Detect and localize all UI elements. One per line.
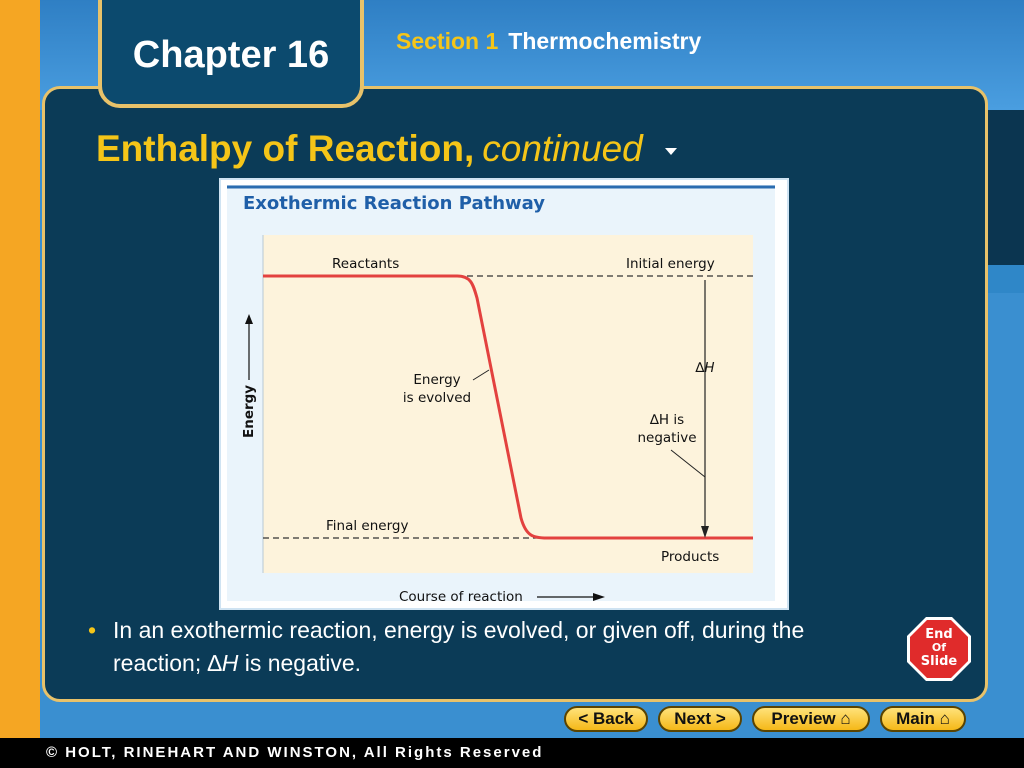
delta-h-label: ∆H (694, 360, 714, 376)
right-accent-band (988, 110, 1024, 265)
section-label: Section 1 (396, 28, 499, 54)
initial-energy-label: Initial energy (626, 256, 715, 272)
end-of-slide-button[interactable]: End Of Slide (906, 616, 972, 682)
reactants-label: Reactants (332, 256, 399, 272)
products-label: Products (661, 549, 719, 565)
delta-symbol: ∆ (207, 650, 222, 676)
energy-evolved-leader (472, 369, 490, 381)
end-slide-line3: Slide (921, 654, 958, 669)
enthalpy-symbol: H (221, 650, 239, 676)
chapter-tab: Chapter 16 (98, 0, 364, 108)
final-energy-label: Final energy (326, 518, 408, 534)
next-button-label: Next > (674, 709, 726, 728)
bullet-point: • In an exothermic reaction, energy is e… (88, 614, 848, 680)
bullet-text-prefix: In an exothermic reaction, energy is evo… (113, 617, 805, 676)
end-slide-line1: End (925, 627, 952, 642)
delta-h-negative-label-line1: ∆H is (649, 412, 684, 428)
delta-h-arrow-head (701, 526, 709, 538)
footer-bar: © HOLT, RINEHART AND WINSTON, All Rights… (0, 738, 1024, 768)
main-button-label: Main (896, 709, 935, 728)
plot-area (263, 235, 753, 573)
energy-diagram: Exothermic Reaction Pathway Reactants In… (227, 185, 775, 605)
figure-title: Exothermic Reaction Pathway (243, 193, 545, 214)
slide-title-continued: continued (482, 128, 643, 169)
home-icon: ⌂ (939, 709, 950, 728)
preview-button-label: Preview (771, 709, 836, 728)
end-slide-line2: Of (932, 641, 946, 654)
chapter-label: Chapter 16 (132, 34, 330, 76)
home-icon: ⌂ (840, 709, 851, 728)
energy-evolved-label-line1: Energy (413, 372, 460, 388)
section-topic: Thermochemistry (508, 28, 702, 54)
energy-axis-label: Energy (241, 385, 257, 438)
slide-title: Enthalpy of Reaction, continued (96, 128, 677, 170)
section-heading: Section 1 Thermochemistry (396, 28, 701, 55)
left-accent-stripe (0, 0, 40, 738)
dropdown-caret-icon[interactable] (664, 147, 677, 155)
bullet-text: In an exothermic reaction, energy is evo… (113, 614, 848, 680)
reaction-pathway-curve (263, 274, 753, 540)
preview-button[interactable]: Preview ⌂ (752, 706, 870, 732)
course-of-reaction-label: Course of reaction (399, 589, 523, 605)
course-axis-arrow-head (593, 593, 605, 601)
slide-title-main: Enthalpy of Reaction, (96, 128, 475, 169)
copyright-text: © HOLT, RINEHART AND WINSTON, All Rights… (46, 744, 544, 761)
stop-sign-icon (910, 620, 968, 678)
main-button[interactable]: Main ⌂ (880, 706, 966, 732)
bullet-icon: • (88, 617, 97, 643)
energy-axis-arrow-head (245, 314, 253, 324)
bullet-text-suffix: is negative. (238, 650, 362, 676)
back-button-label: < Back (578, 709, 634, 728)
energy-evolved-label-line2: is evolved (403, 390, 471, 406)
next-button[interactable]: Next > (658, 706, 742, 732)
delta-h-negative-leader (670, 449, 706, 478)
back-button[interactable]: < Back (564, 706, 648, 732)
right-accent-band-lower (988, 265, 1024, 293)
exothermic-pathway-figure: Exothermic Reaction Pathway Reactants In… (219, 178, 789, 610)
delta-h-negative-label-line2: negative (637, 430, 696, 446)
